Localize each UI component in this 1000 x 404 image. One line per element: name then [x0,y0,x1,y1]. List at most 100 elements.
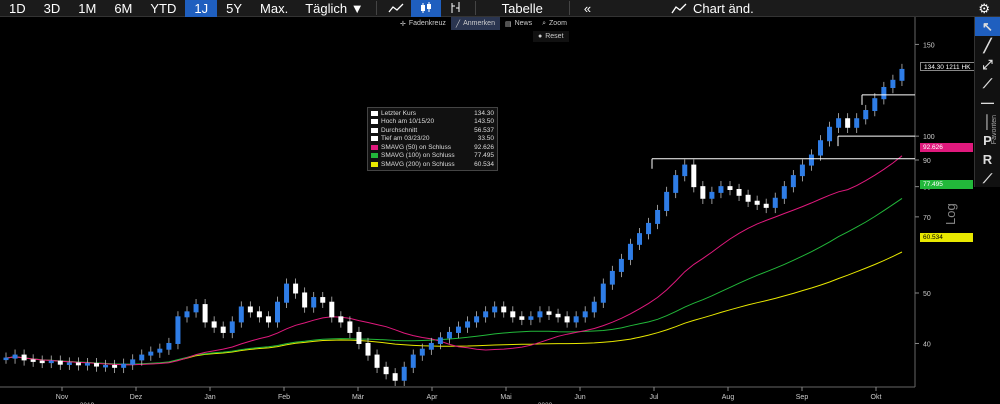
ray-icon[interactable]: ⤢ [982,56,993,72]
trendline-icon[interactable]: ╱ [983,37,992,53]
candle-body [763,203,769,208]
legend-row: Letzter Kurs 134.30 [371,109,494,118]
x-tick-label: Mai [500,394,512,401]
candle-body [229,321,235,333]
drawing-toolbar: ↖ ╱ ⤢ ⟋ — │ P R ⟋ [974,17,1000,187]
candle-body [347,321,353,333]
legend-row: Durchschnitt 56.537 [371,126,494,135]
interval-label: Täglich [305,0,348,16]
divider [568,1,570,15]
range-button-1j[interactable]: 1J [185,0,218,17]
candle-body [528,316,534,320]
fan-icon[interactable]: ⟋ [982,170,993,186]
legend-label: Hoch am 10/15/20 [381,118,435,126]
candle-body [66,362,72,365]
x-tick-label: Sep [796,394,809,401]
range-button-1d[interactable]: 1D [9,0,26,16]
candle-body [664,191,670,211]
candle-body [637,233,642,245]
candle-body [609,270,615,285]
candle-body [437,337,443,344]
candle-body [275,301,280,323]
candle-body [745,194,751,202]
candle-body [220,326,226,333]
candle-body [808,154,814,166]
vline-icon[interactable]: │ [983,114,992,129]
candle-body [618,258,624,272]
zoom-tool[interactable]: ⌕ Zoom [537,17,572,30]
range-button-1m[interactable]: 1M [78,0,97,16]
range-group: 1D 3D 1M 6M YTD 1J 5Y Max. [0,0,297,17]
candle-body [410,354,416,368]
range-button-ytd[interactable]: YTD [150,0,177,16]
x-tick-label: Apr [427,394,439,401]
double-chevron-left-icon[interactable]: « [583,0,592,16]
x-tick-label: Jan [204,394,215,401]
y-tick-label: 150 [923,42,935,49]
candle-body [247,306,253,313]
legend-swatch [371,144,378,150]
crosshair-tool[interactable]: ✛ Fadenkreuz [395,17,451,30]
candle-body [446,331,452,339]
candle-body [392,373,398,381]
candle-body [736,188,742,196]
gear-icon[interactable]: ⚙ [978,0,990,16]
candle-body [75,362,81,366]
range-button-max[interactable]: Max. [260,0,289,16]
bar-chart-icon[interactable] [441,0,471,17]
x-tick-label: Jul [650,394,659,401]
news-tool[interactable]: ▤ News [500,17,537,30]
r-tool-icon[interactable]: R [982,152,993,167]
chevron-down-icon: ▼ [350,0,364,16]
range-button-6m[interactable]: 6M [114,0,133,16]
candle-body [564,316,570,323]
candle-body [84,363,90,366]
candle-body [148,351,154,356]
hline-icon[interactable]: — [981,95,994,110]
candle-body [591,301,597,313]
chart-legend: Letzter Kurs 134.30 Hoch am 10/15/20 143.50… [367,107,498,171]
candle-body [428,342,434,350]
x-tick-label: Feb [278,394,290,401]
table-button[interactable]: Tabelle [501,0,543,16]
legend-value: 77.495 [474,152,494,160]
legend-value: 60.534 [474,160,494,168]
candle-body [166,342,172,350]
divider [375,1,377,15]
candle-body [818,140,823,156]
candle-body [718,186,724,193]
candle-body [184,311,190,318]
cursor-icon[interactable]: ↖ [975,17,1000,36]
p-tool-icon[interactable]: P [983,133,992,148]
reset-label: Reset [545,33,564,40]
candlestick-icon[interactable] [410,0,441,17]
candle-body [157,348,163,353]
y-tick-label: 100 [923,134,935,141]
candle-body [646,222,652,235]
candle-body [465,321,471,328]
y-tick-label: 50 [923,291,931,298]
price-chart[interactable]: 150100908070Log5040NovDezJanFebMärAprMai… [0,17,1000,404]
candle-body [627,243,633,260]
candle-body [799,164,805,177]
crosshair-label: Fadenkreuz [408,20,446,27]
channel-icon[interactable]: ⟋ [982,75,993,91]
candle-body [401,366,407,381]
candle-body [103,364,109,368]
reset-button[interactable]: ● Reset [533,31,569,42]
candle-body [881,86,887,100]
candle-body [39,360,45,364]
candle-body [175,316,181,344]
chart-change-button[interactable]: Chart änd. [661,1,764,16]
range-button-5y[interactable]: 5Y [226,0,243,16]
y-tick-label: 40 [923,341,931,348]
annotate-tool[interactable]: ╱ Anmerken [450,17,500,30]
x-tick-label: Mär [352,394,365,401]
candle-body [555,313,561,318]
legend-row: Hoch am 10/15/20 143.50 [371,118,494,127]
range-button-3d[interactable]: 3D [43,0,61,16]
legend-value: 56.537 [474,126,494,134]
interval-dropdown[interactable]: Täglich ▼ [297,1,371,16]
candle-body [238,306,244,323]
line-chart-icon[interactable] [381,0,411,17]
